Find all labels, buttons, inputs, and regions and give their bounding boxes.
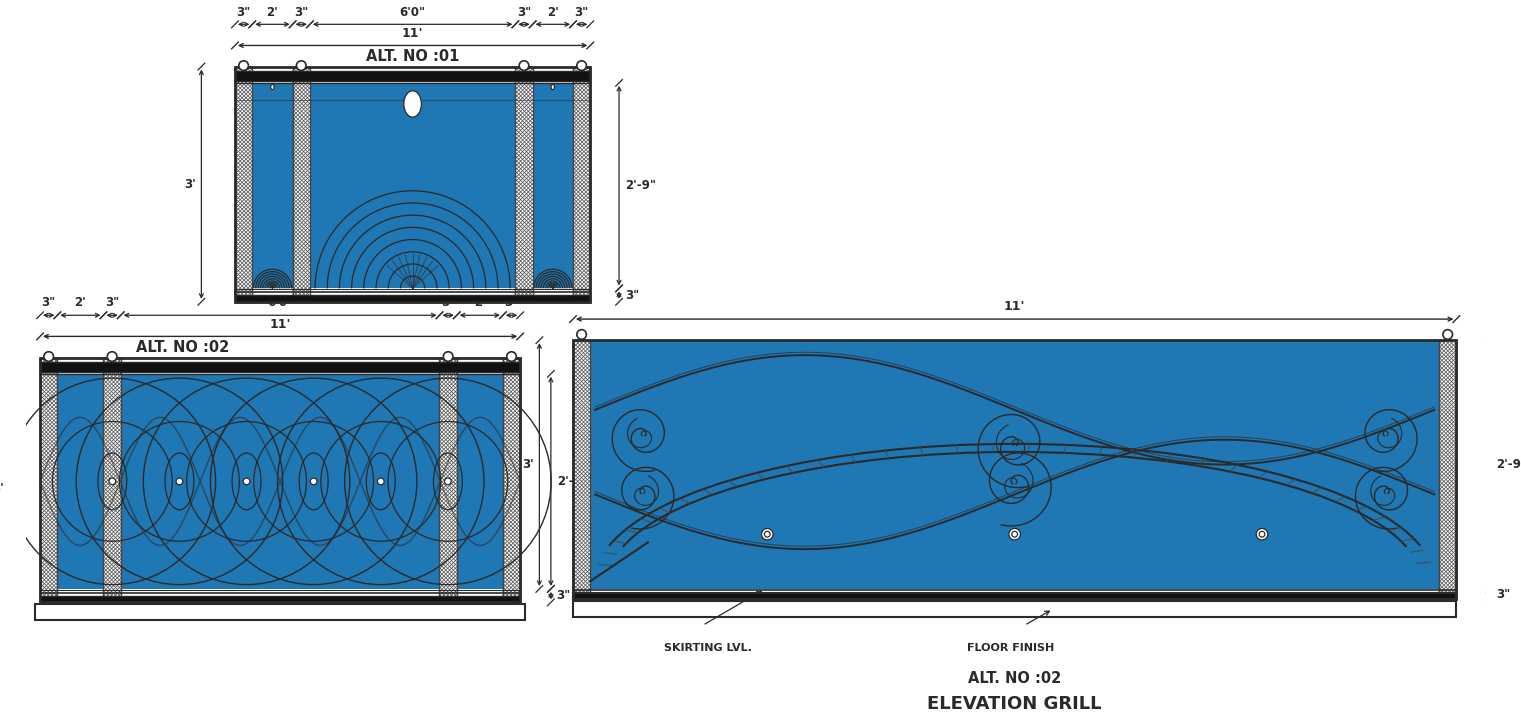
Text: FLOOR FINISH: FLOOR FINISH (967, 643, 1054, 653)
Text: 3": 3" (105, 297, 119, 310)
Text: 3': 3' (0, 482, 3, 495)
Text: ALT. NO :01: ALT. NO :01 (367, 50, 459, 65)
Text: 11': 11' (402, 27, 423, 40)
Text: 3": 3" (517, 6, 531, 19)
Text: SKIRTING LVL.: SKIRTING LVL. (665, 643, 751, 653)
Text: 11': 11' (269, 318, 291, 330)
Ellipse shape (271, 84, 274, 89)
Text: 3': 3' (184, 178, 196, 191)
Bar (40, 595, 520, 603)
Circle shape (1256, 528, 1269, 540)
Text: 2': 2' (266, 6, 278, 19)
Circle shape (1443, 330, 1453, 339)
Bar (573, 341, 1456, 600)
Bar (503, 358, 520, 603)
Text: 3": 3" (236, 6, 251, 19)
Text: ELEVATION GRILL: ELEVATION GRILL (928, 696, 1101, 714)
Bar (103, 358, 120, 603)
Circle shape (576, 60, 587, 71)
Circle shape (110, 478, 116, 485)
Bar (40, 374, 520, 589)
Circle shape (243, 478, 249, 485)
Text: 2': 2' (75, 297, 87, 310)
Text: 6'0": 6'0" (400, 6, 426, 19)
Bar (234, 66, 590, 302)
Circle shape (506, 352, 516, 361)
Circle shape (1008, 528, 1021, 540)
Circle shape (443, 352, 453, 361)
Text: 3": 3" (505, 297, 519, 310)
Circle shape (1259, 531, 1265, 537)
Text: 2'-9": 2'-9" (1495, 458, 1521, 471)
Bar (234, 71, 590, 81)
Text: 3": 3" (625, 289, 639, 302)
Bar (234, 83, 590, 289)
Bar (40, 362, 520, 372)
Text: 2'-9": 2'-9" (557, 475, 587, 488)
Ellipse shape (551, 84, 555, 89)
Text: 6'0": 6'0" (268, 297, 294, 310)
Bar (1439, 341, 1456, 600)
Bar (573, 341, 590, 600)
Circle shape (310, 478, 316, 485)
Text: 3": 3" (1495, 588, 1510, 600)
Bar (516, 66, 532, 302)
Bar (573, 593, 1456, 600)
Text: 3": 3" (294, 6, 309, 19)
Circle shape (297, 60, 306, 71)
Circle shape (108, 352, 117, 361)
Bar (292, 66, 310, 302)
Text: 3": 3" (41, 297, 56, 310)
Circle shape (519, 60, 529, 71)
Circle shape (44, 352, 53, 361)
Circle shape (176, 478, 183, 485)
Circle shape (765, 531, 770, 537)
Text: ALT. NO :02: ALT. NO :02 (135, 341, 230, 356)
Circle shape (1011, 531, 1018, 537)
Circle shape (239, 60, 248, 71)
Bar (573, 601, 1456, 617)
Bar (40, 358, 520, 603)
Text: 2': 2' (475, 297, 485, 310)
Circle shape (576, 330, 587, 339)
Circle shape (377, 478, 385, 485)
Bar (440, 358, 456, 603)
Text: 3": 3" (441, 297, 455, 310)
Text: 2': 2' (548, 6, 558, 19)
Bar (573, 66, 590, 302)
Circle shape (762, 528, 773, 540)
Text: ALT. NO :02: ALT. NO :02 (967, 672, 1062, 686)
Text: 2'-9": 2'-9" (625, 179, 656, 192)
Bar (590, 341, 1439, 589)
Text: 3': 3' (522, 458, 534, 471)
Bar (234, 295, 590, 302)
Circle shape (444, 478, 452, 485)
Text: 3": 3" (575, 6, 589, 19)
Text: 3": 3" (557, 589, 570, 602)
Bar (40, 358, 58, 603)
Bar (234, 66, 252, 302)
Text: 11': 11' (1004, 300, 1025, 313)
Bar (35, 604, 525, 620)
Ellipse shape (405, 91, 421, 117)
